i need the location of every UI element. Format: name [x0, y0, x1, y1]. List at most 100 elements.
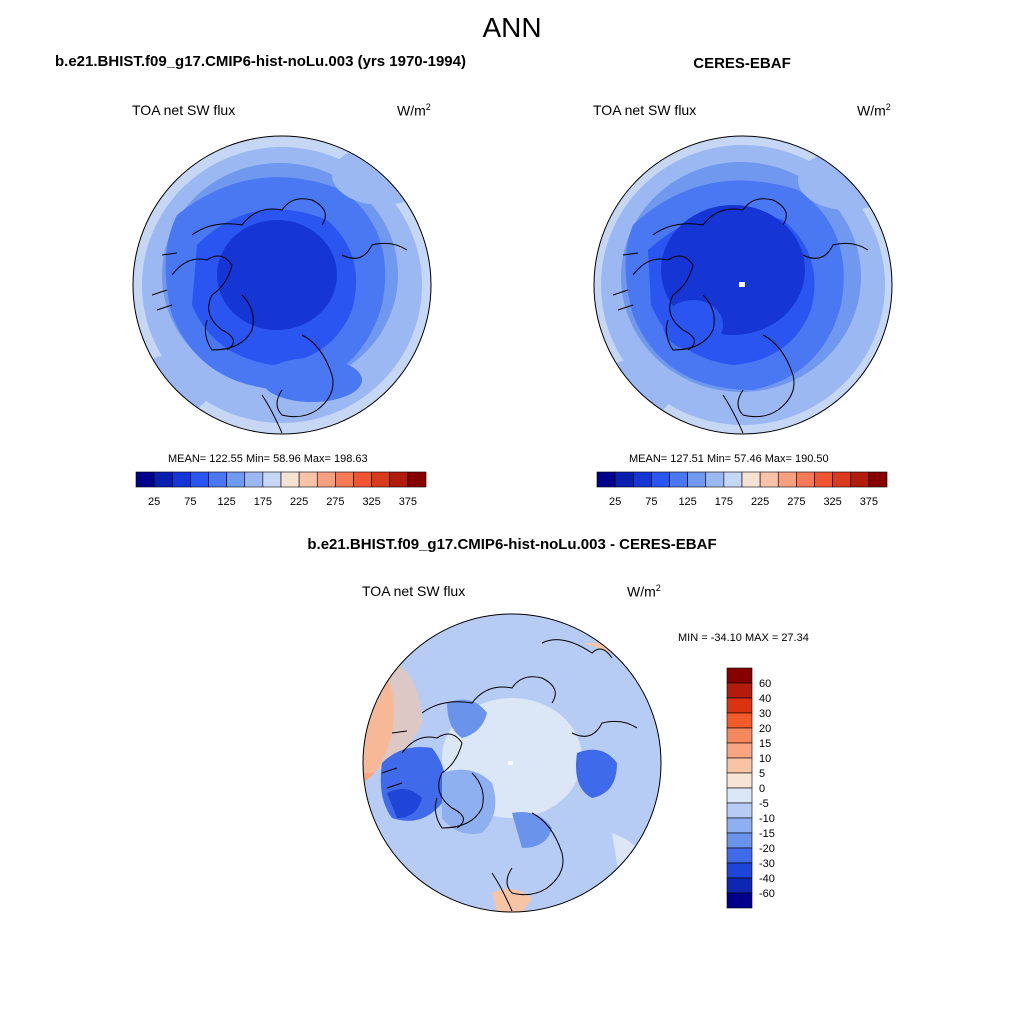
colorbar-swatch	[796, 471, 815, 488]
diff-colorbar-tick-label: 0	[759, 783, 765, 795]
diff-colorbar-tick-label: 60	[759, 678, 771, 690]
diff-colorbar-swatch	[726, 847, 753, 864]
diff-polar-map	[362, 613, 662, 913]
colorbar-swatch	[208, 471, 227, 488]
colorbar-tick-label: 325	[362, 496, 380, 508]
diff-colorbar-tick-label: 5	[759, 768, 765, 780]
colorbar-swatch	[262, 471, 282, 488]
colorbar-tick-label: 75	[184, 496, 196, 508]
colorbar-tick-label: 75	[645, 496, 657, 508]
diff-colorbar-tick-label: -60	[759, 888, 775, 900]
obs-panel-title: CERES-EBAF	[693, 55, 791, 72]
colorbar-tick-label: 375	[399, 496, 417, 508]
diff-variable-label: TOA net SW flux	[362, 583, 466, 599]
colorbar-tick-label: 175	[715, 496, 733, 508]
colorbar-swatch	[777, 471, 797, 488]
obs-polar-map	[593, 135, 893, 435]
colorbar-swatch	[407, 471, 427, 488]
diff-colorbar-swatch	[726, 727, 753, 744]
diff-colorbar-tick-label: 30	[759, 708, 771, 720]
diff-colorbar-swatch	[726, 892, 753, 909]
colorbar-swatch	[669, 471, 688, 488]
diff-colorbar-swatch	[726, 757, 753, 774]
colorbar-tick-label: 325	[823, 496, 841, 508]
obs-units-label: W/m2	[857, 102, 891, 119]
model-colorbar: 25 75 125 175 225 275 325 375	[135, 471, 427, 508]
diff-colorbar-tick-label: 20	[759, 723, 771, 735]
colorbar-tick-label: 225	[290, 496, 308, 508]
diff-stats: MIN = -34.10 MAX = 27.34	[678, 632, 809, 644]
model-polar-map	[132, 135, 432, 435]
colorbar-tick-label: 225	[751, 496, 769, 508]
colorbar-swatch	[353, 471, 372, 488]
model-stats: MEAN= 122.55 Min= 58.96 Max= 198.63	[168, 453, 368, 465]
diff-units-label: W/m2	[627, 583, 661, 600]
diff-colorbar-tick-label: -30	[759, 858, 775, 870]
colorbar-swatch	[298, 471, 318, 488]
diff-colorbar-tick-label: -15	[759, 828, 775, 840]
obs-colorbar: 25 75 125 175 225 275 325 375	[596, 471, 888, 508]
model-units-sup: 2	[425, 102, 431, 112]
colorbar-swatch	[832, 471, 852, 488]
obs-stats: MEAN= 127.51 Min= 57.46 Max= 190.50	[629, 453, 829, 465]
colorbar-swatch	[389, 471, 409, 488]
main-title: ANN	[482, 12, 542, 43]
diff-colorbar-swatch	[726, 667, 753, 684]
colorbar-tick-label: 275	[326, 496, 344, 508]
colorbar-swatch	[371, 471, 391, 488]
diff-colorbar-swatch	[726, 832, 753, 849]
diff-colorbar-swatch	[726, 787, 753, 804]
colorbar-swatch	[316, 471, 336, 488]
colorbar-swatch	[153, 471, 173, 488]
obs-variable-label: TOA net SW flux	[593, 102, 697, 118]
model-variable-label: TOA net SW flux	[132, 102, 236, 118]
model-units-label: W/m2	[397, 102, 431, 119]
colorbar-swatch	[759, 471, 779, 488]
colorbar-swatch	[190, 471, 209, 488]
model-panel-title: b.e21.BHIST.f09_g17.CMIP6-hist-noLu.003 …	[55, 53, 466, 70]
colorbar-swatch	[226, 471, 246, 488]
diff-colorbar-swatch	[726, 697, 753, 714]
diff-colorbar-swatch	[726, 742, 753, 759]
colorbar-swatch	[335, 471, 354, 488]
colorbar-swatch	[244, 471, 264, 488]
diff-colorbar-tick-label: 10	[759, 753, 771, 765]
colorbar-tick-label: 25	[609, 496, 621, 508]
diff-panel-title: b.e21.BHIST.f09_g17.CMIP6-hist-noLu.003 …	[307, 536, 717, 553]
colorbar-swatch	[705, 471, 725, 488]
obs-units-sup: 2	[885, 102, 891, 112]
diff-colorbar-tick-label: -40	[759, 873, 775, 885]
diff-colorbar-swatch	[726, 817, 753, 834]
diff-colorbar-tick-label: -20	[759, 843, 775, 855]
colorbar-swatch	[850, 471, 870, 488]
diff-colorbar-swatch	[726, 877, 753, 894]
colorbar-swatch	[614, 471, 634, 488]
colorbar-tick-label: 375	[860, 496, 878, 508]
diff-colorbar-swatch	[726, 712, 753, 729]
diff-colorbar-tick-label: 40	[759, 693, 771, 705]
diff-colorbar-tick-label: -5	[759, 798, 769, 810]
diff-colorbar-swatch	[726, 802, 753, 819]
colorbar-swatch	[171, 471, 191, 488]
colorbar-swatch	[596, 471, 616, 488]
colorbar-tick-label: 125	[217, 496, 235, 508]
diff-colorbar: 60 40 30 20 15 10 5 0 -5 -10 -15 -20 -30 -40 -60	[726, 667, 775, 909]
colorbar-swatch	[868, 471, 888, 488]
colorbar-swatch	[135, 471, 155, 488]
colorbar-swatch	[741, 471, 761, 488]
model-units-text: W/m	[397, 102, 426, 119]
diff-colorbar-tick-label: 15	[759, 738, 771, 750]
colorbar-tick-label: 25	[148, 496, 160, 508]
diff-units-sup: 2	[655, 583, 661, 593]
diff-units-text: W/m	[627, 583, 656, 600]
colorbar-tick-label: 175	[254, 496, 272, 508]
colorbar-swatch	[687, 471, 707, 488]
obs-units-text: W/m	[857, 102, 886, 119]
diff-colorbar-swatch	[726, 682, 753, 699]
colorbar-swatch	[723, 471, 743, 488]
diff-colorbar-swatch	[726, 772, 753, 789]
colorbar-swatch	[280, 471, 300, 488]
colorbar-tick-label: 275	[787, 496, 805, 508]
colorbar-tick-label: 125	[678, 496, 696, 508]
diff-colorbar-swatch	[726, 862, 753, 879]
